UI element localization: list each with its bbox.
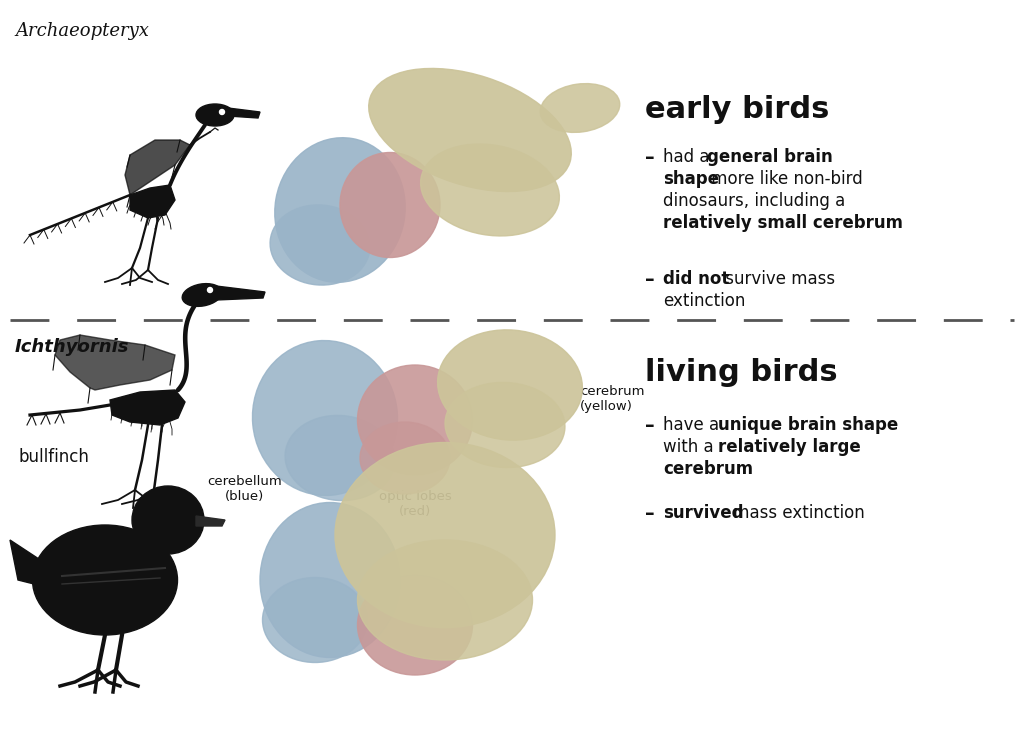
Text: cerebrum
(yellow): cerebrum (yellow) bbox=[580, 385, 644, 413]
Text: Archaeopteryx: Archaeopteryx bbox=[15, 22, 148, 40]
Ellipse shape bbox=[270, 205, 370, 285]
Ellipse shape bbox=[445, 382, 565, 467]
Text: shape: shape bbox=[663, 170, 719, 188]
Text: Ichthyornis: Ichthyornis bbox=[15, 338, 129, 356]
Text: mass extinction: mass extinction bbox=[728, 503, 864, 522]
Ellipse shape bbox=[253, 340, 397, 495]
Ellipse shape bbox=[541, 84, 620, 132]
Ellipse shape bbox=[285, 415, 395, 501]
Text: early birds: early birds bbox=[645, 95, 829, 124]
Polygon shape bbox=[196, 516, 225, 526]
Ellipse shape bbox=[369, 68, 571, 192]
Polygon shape bbox=[216, 286, 265, 300]
Text: general brain: general brain bbox=[707, 148, 833, 166]
Text: –: – bbox=[645, 503, 654, 523]
Ellipse shape bbox=[274, 137, 406, 282]
Text: survived: survived bbox=[663, 503, 743, 522]
Text: with a: with a bbox=[663, 438, 719, 456]
Text: survive mass: survive mass bbox=[720, 270, 836, 288]
Ellipse shape bbox=[340, 152, 440, 257]
Polygon shape bbox=[55, 335, 175, 390]
Text: did not: did not bbox=[663, 270, 729, 288]
Polygon shape bbox=[10, 540, 50, 588]
Text: have a: have a bbox=[663, 416, 724, 434]
Text: bullfinch: bullfinch bbox=[18, 448, 89, 466]
Text: extinction: extinction bbox=[663, 292, 745, 310]
Ellipse shape bbox=[357, 540, 532, 660]
Text: relatively small cerebrum: relatively small cerebrum bbox=[663, 214, 903, 232]
Text: optic lobes
(red): optic lobes (red) bbox=[379, 490, 452, 518]
Ellipse shape bbox=[182, 284, 222, 306]
Ellipse shape bbox=[421, 144, 559, 236]
Ellipse shape bbox=[357, 365, 472, 475]
Text: –: – bbox=[645, 270, 654, 289]
Ellipse shape bbox=[132, 486, 204, 554]
Text: unique brain shape: unique brain shape bbox=[718, 416, 898, 434]
Text: living birds: living birds bbox=[645, 358, 838, 387]
Ellipse shape bbox=[360, 422, 450, 494]
Polygon shape bbox=[130, 185, 175, 218]
Text: cerebellum
(blue): cerebellum (blue) bbox=[208, 475, 283, 503]
Ellipse shape bbox=[208, 287, 213, 293]
Text: cerebrum: cerebrum bbox=[663, 459, 753, 478]
Text: dinosaurs, including a: dinosaurs, including a bbox=[663, 192, 845, 210]
Polygon shape bbox=[125, 140, 190, 195]
Text: had a: had a bbox=[663, 148, 715, 166]
Ellipse shape bbox=[335, 442, 555, 628]
Ellipse shape bbox=[357, 575, 472, 675]
Ellipse shape bbox=[262, 578, 368, 662]
Ellipse shape bbox=[260, 503, 400, 658]
Polygon shape bbox=[110, 390, 185, 425]
Ellipse shape bbox=[437, 330, 583, 440]
Ellipse shape bbox=[196, 104, 234, 126]
Text: –: – bbox=[645, 148, 654, 167]
Text: relatively large: relatively large bbox=[718, 438, 861, 456]
Ellipse shape bbox=[33, 525, 177, 635]
Ellipse shape bbox=[219, 110, 224, 115]
Text: more like non-bird: more like non-bird bbox=[706, 170, 863, 188]
Text: –: – bbox=[645, 416, 654, 434]
Polygon shape bbox=[228, 108, 260, 118]
